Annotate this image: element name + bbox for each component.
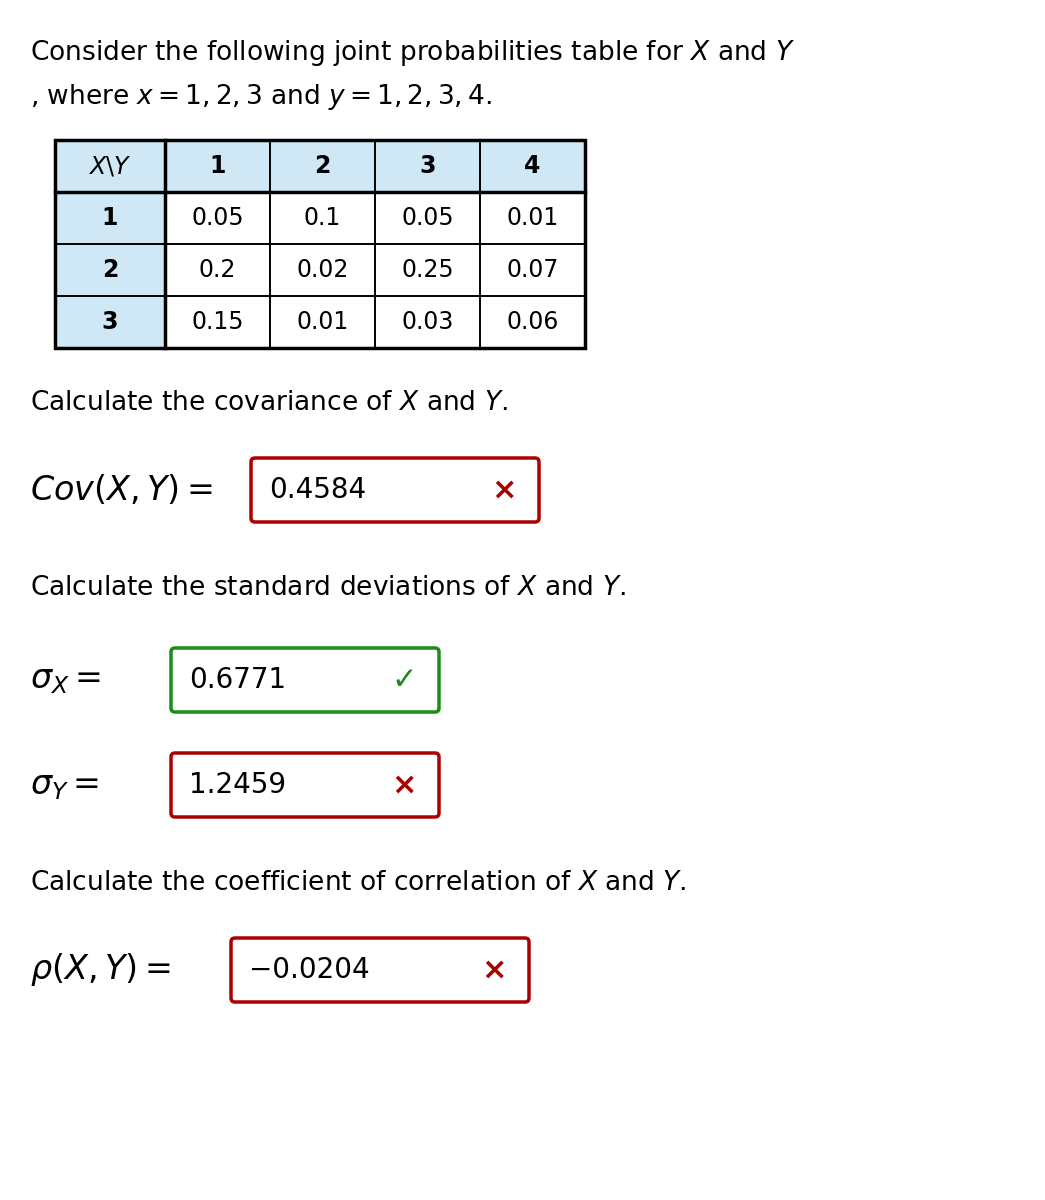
FancyBboxPatch shape	[251, 458, 539, 522]
Text: $\rho(X, Y) = $: $\rho(X, Y) = $	[30, 952, 170, 989]
Bar	[270, 244, 375, 296]
Text: 2: 2	[315, 154, 330, 178]
Bar	[480, 192, 585, 244]
Text: 0.25: 0.25	[401, 258, 454, 282]
Text: ×: ×	[482, 955, 507, 984]
Bar	[165, 140, 270, 192]
Bar	[480, 140, 585, 192]
Text: 1: 1	[101, 206, 118, 230]
Text: Calculate the standard deviations of $X$ and $Y$.: Calculate the standard deviations of $X$…	[30, 575, 626, 601]
Text: $X\backslash Y$: $X\backslash Y$	[89, 154, 132, 178]
Text: 4: 4	[525, 154, 540, 178]
Bar	[480, 296, 585, 348]
Text: $\sigma_X = $: $\sigma_X = $	[30, 664, 101, 696]
Bar	[375, 140, 480, 192]
Bar	[55, 140, 165, 192]
Text: 0.06: 0.06	[507, 310, 559, 334]
Text: −0.0204: −0.0204	[249, 956, 370, 984]
Bar	[375, 192, 480, 244]
Text: 0.01: 0.01	[507, 206, 559, 230]
Bar	[165, 140, 270, 192]
Text: Consider the following joint probabilities table for $X$ and $Y$: Consider the following joint probabiliti…	[30, 38, 795, 68]
Bar	[270, 140, 375, 192]
Text: 3: 3	[419, 154, 436, 178]
FancyBboxPatch shape	[231, 938, 529, 1002]
Text: 0.05: 0.05	[191, 206, 243, 230]
Text: 0.02: 0.02	[297, 258, 349, 282]
Text: 0.1: 0.1	[304, 206, 341, 230]
Bar	[55, 244, 165, 296]
Bar	[270, 140, 375, 192]
Bar	[55, 244, 165, 296]
Text: Calculate the covariance of $X$ and $Y$.: Calculate the covariance of $X$ and $Y$.	[30, 390, 508, 416]
Text: 0.2: 0.2	[199, 258, 236, 282]
Bar	[480, 244, 585, 296]
Bar	[375, 296, 480, 348]
Text: 0.4584: 0.4584	[269, 476, 366, 504]
Bar	[165, 296, 270, 348]
Bar	[375, 244, 480, 296]
Text: 0.01: 0.01	[297, 310, 349, 334]
Bar	[375, 140, 480, 192]
Text: 0.15: 0.15	[191, 310, 243, 334]
Bar	[55, 140, 585, 348]
Text: 0.07: 0.07	[507, 258, 559, 282]
Text: $\sigma_Y = $: $\sigma_Y = $	[30, 768, 99, 802]
Text: ✓: ✓	[392, 666, 417, 695]
Bar	[480, 140, 585, 192]
Text: 2: 2	[101, 258, 118, 282]
Bar	[55, 192, 165, 244]
Text: 0.6771: 0.6771	[189, 666, 286, 694]
Bar	[55, 296, 165, 348]
FancyBboxPatch shape	[171, 648, 439, 712]
Bar	[55, 192, 165, 244]
Text: 0.05: 0.05	[401, 206, 454, 230]
Text: 1: 1	[209, 154, 226, 178]
Text: $\mathit{Cov}(X, Y) = $: $\mathit{Cov}(X, Y) = $	[30, 473, 213, 506]
Text: Calculate the coefficient of correlation of $X$ and $Y$.: Calculate the coefficient of correlation…	[30, 870, 687, 896]
Text: ×: ×	[491, 475, 517, 504]
Text: 1.2459: 1.2459	[189, 770, 286, 799]
Text: 3: 3	[101, 310, 118, 334]
Bar	[165, 192, 270, 244]
Text: , where $x = 1, 2, 3$ and $y = 1, 2, 3, 4$.: , where $x = 1, 2, 3$ and $y = 1, 2, 3, …	[30, 82, 492, 112]
Text: 0.03: 0.03	[401, 310, 454, 334]
Text: ×: ×	[392, 770, 417, 799]
Bar	[270, 296, 375, 348]
Bar	[165, 244, 270, 296]
Bar	[55, 140, 165, 192]
FancyBboxPatch shape	[171, 754, 439, 817]
Bar	[270, 192, 375, 244]
Bar	[55, 296, 165, 348]
